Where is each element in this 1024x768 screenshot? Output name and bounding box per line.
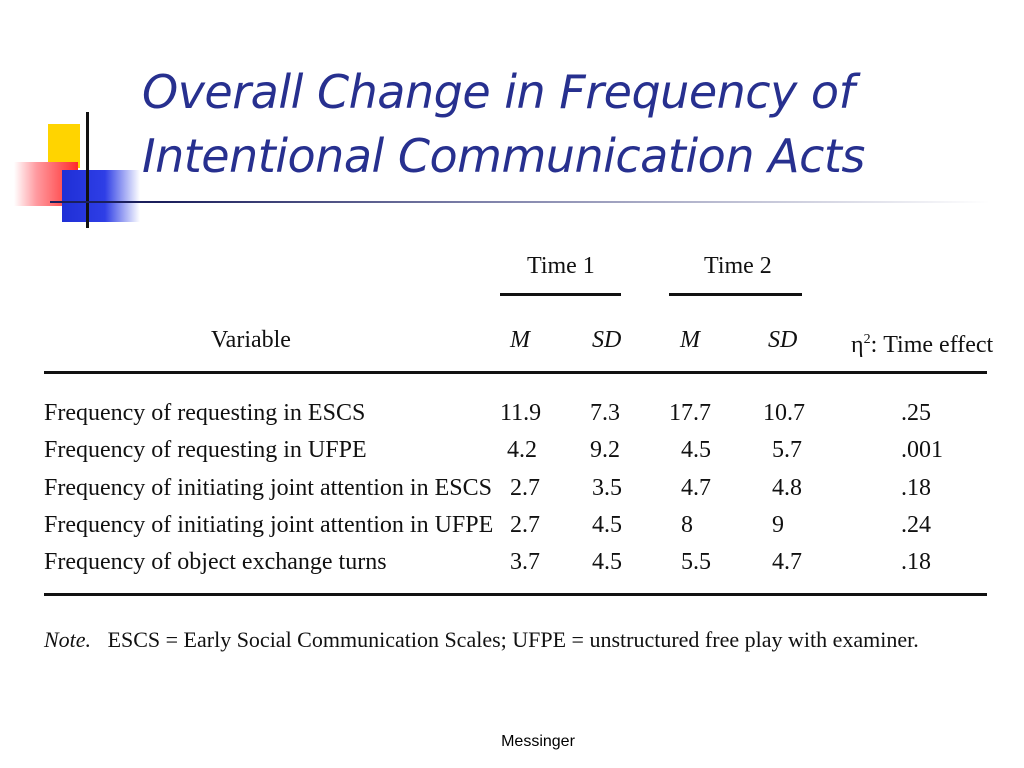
- note-label: Note.: [44, 627, 92, 652]
- row-t2-sd: 10.7: [763, 400, 805, 426]
- row-variable: Frequency of requesting in ESCS: [44, 400, 366, 426]
- header-rule: [44, 371, 987, 374]
- bottom-rule: [44, 593, 987, 596]
- row-t1-sd: 7.3: [590, 400, 620, 426]
- eta-superscript: 2: [863, 332, 871, 347]
- slide-title-line-1: Overall Change in Frequency of: [142, 65, 855, 119]
- slide-title-line-2: Intentional Communication Acts: [142, 129, 865, 183]
- group-header-time-2: Time 2: [704, 253, 772, 279]
- column-header-t1-m: M: [510, 327, 530, 353]
- group-rule-time-1: [500, 293, 621, 296]
- title-underline: [50, 201, 990, 203]
- eta-symbol: η: [851, 332, 864, 358]
- row-t1-sd: 3.5: [592, 475, 622, 501]
- row-t1-m: 3.7: [510, 549, 540, 575]
- row-t1-sd: 4.5: [592, 512, 622, 538]
- slide-title: Overall Change in Frequency of Intention…: [142, 60, 865, 188]
- logo-vertical-line: [86, 112, 89, 228]
- row-variable: Frequency of object exchange turns: [44, 549, 387, 575]
- row-t1-m: 2.7: [510, 475, 540, 501]
- column-header-t2-sd: SD: [768, 327, 798, 353]
- row-eta: .001: [901, 437, 943, 463]
- logo-yellow-square: [48, 124, 80, 168]
- row-t2-m: 4.5: [681, 437, 711, 463]
- row-eta: .25: [901, 400, 931, 426]
- row-t1-m: 2.7: [510, 512, 540, 538]
- row-t1-sd: 4.5: [592, 549, 622, 575]
- row-t2-m: 4.7: [681, 475, 711, 501]
- row-t2-sd: 9: [772, 512, 784, 538]
- column-header-variable: Variable: [211, 327, 291, 353]
- row-variable: Frequency of initiating joint attention …: [44, 512, 494, 538]
- row-t2-m: 5.5: [681, 549, 711, 575]
- table-note: Note. ESCS = Early Social Communication …: [44, 626, 919, 654]
- group-header-time-1: Time 1: [527, 253, 595, 279]
- row-t1-m: 4.2: [507, 437, 537, 463]
- row-variable: Frequency of initiating joint attention …: [44, 475, 492, 501]
- row-t2-sd: 5.7: [772, 437, 802, 463]
- row-t1-sd: 9.2: [590, 437, 620, 463]
- row-variable: Frequency of requesting in UFPE: [44, 437, 367, 463]
- row-eta: .24: [901, 512, 931, 538]
- row-eta: .18: [901, 549, 931, 575]
- row-t2-sd: 4.8: [772, 475, 802, 501]
- group-rule-time-2: [669, 293, 802, 296]
- slide-footer: Messinger: [501, 733, 575, 750]
- row-t2-m: 8: [681, 512, 693, 538]
- note-text: ESCS = Early Social Communication Scales…: [107, 627, 919, 652]
- column-header-eta-squared: η2: Time effect: [851, 326, 993, 359]
- column-header-t2-m: M: [680, 327, 700, 353]
- row-eta: .18: [901, 475, 931, 501]
- eta-label: : Time effect: [870, 332, 994, 358]
- logo-blue-square: [62, 170, 140, 222]
- column-header-t1-sd: SD: [592, 327, 622, 353]
- row-t2-m: 17.7: [669, 400, 711, 426]
- row-t2-sd: 4.7: [772, 549, 802, 575]
- row-t1-m: 11.9: [500, 400, 542, 426]
